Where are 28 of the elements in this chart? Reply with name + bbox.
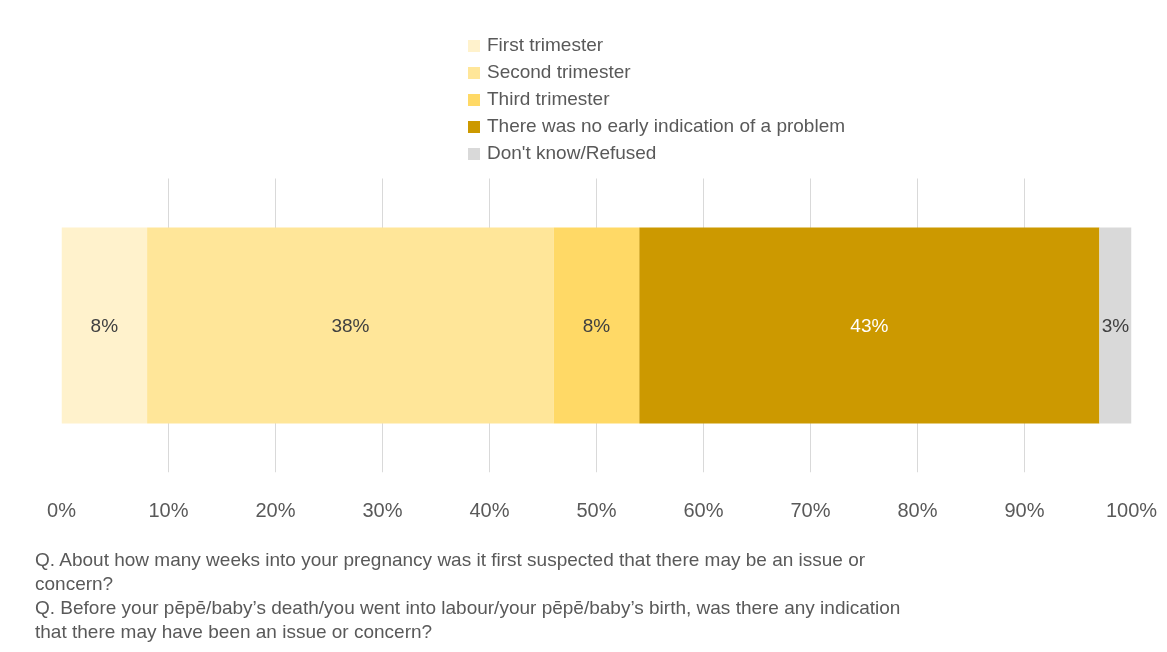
x-tick-label: 30% xyxy=(362,498,403,521)
bar xyxy=(1099,227,1132,424)
x-tick-label: 100% xyxy=(1105,498,1158,521)
text: Q. Before your pēpē/baby’s death/you went into labour/your pēpē/baby’s birth, was there any indication that there may have been an issue or concern? xyxy=(35,596,902,644)
x-tick-label: 70% xyxy=(790,498,831,521)
bar xyxy=(553,227,640,424)
legend-label: Third trimester xyxy=(487,88,610,110)
x-tick-label: 50% xyxy=(576,498,617,521)
x-tick-label: 0% xyxy=(47,498,77,521)
data-label: 3% xyxy=(1101,315,1130,336)
data-label: 38% xyxy=(331,315,370,336)
legend-label: There was no early indication of a problem xyxy=(487,115,846,137)
bar xyxy=(639,227,1100,424)
legend-label: Second trimester xyxy=(487,61,631,83)
x-tick-label: 60% xyxy=(683,498,724,521)
x-tick-label: 90% xyxy=(1004,498,1045,521)
bar xyxy=(147,227,554,424)
bar xyxy=(61,227,148,424)
data-label: 8% xyxy=(90,315,119,336)
x-tick-label: 20% xyxy=(255,498,296,521)
x-tick-label: 40% xyxy=(469,498,510,521)
legend-label: Don't know/Refused xyxy=(487,142,657,164)
legend-label: First trimester xyxy=(487,34,604,56)
x-tick-label: 80% xyxy=(897,498,938,521)
x-tick-label: 10% xyxy=(148,498,189,521)
data-label: 43% xyxy=(850,315,889,336)
text: Q. About how many weeks into your pregnancy was it first suspected that there may be an issue or concern? xyxy=(35,548,867,596)
data-label: 8% xyxy=(582,315,611,336)
